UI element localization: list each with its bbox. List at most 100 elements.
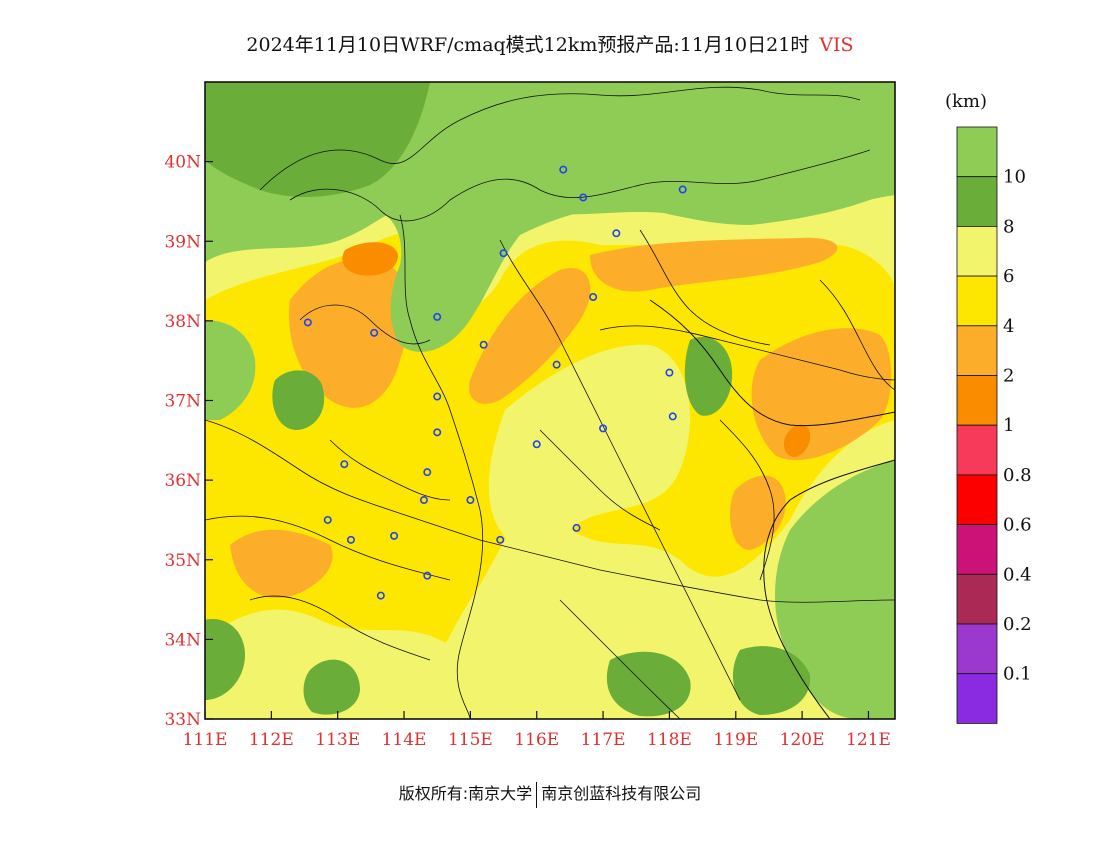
city-marker [589, 292, 598, 301]
x-tick-label: 113E [315, 730, 360, 750]
chart-title: 2024年11月10日WRF/cmaq模式12km预报产品:11月10日21时 V… [0, 30, 1100, 57]
x-tick-label: 116E [514, 730, 559, 750]
vis-gt10-southeast [775, 460, 895, 719]
colorbar-label: 8 [1003, 216, 1014, 237]
vis-2-4-hebei [469, 268, 591, 404]
vis-2-4-jiangsu [730, 475, 786, 550]
city-marker [433, 392, 442, 401]
colorbar-label: 0.8 [1003, 465, 1032, 486]
vis-1-2-shanxi [342, 242, 398, 276]
colorbar-swatch [956, 573, 998, 625]
colorbar-label: 6 [1003, 266, 1014, 287]
footer-divider [536, 781, 538, 808]
y-tick-label: 40N [164, 153, 201, 173]
vis-2-4-henan [230, 529, 333, 598]
colorbar-swatch [956, 524, 998, 575]
company-text: 南京创蓝科技有限公司 [541, 784, 702, 803]
city-marker [433, 312, 442, 321]
city-marker [323, 515, 332, 524]
vis-8-10-southwest [205, 619, 245, 700]
city-marker [303, 318, 312, 327]
x-tick-label: 121E [846, 730, 891, 750]
city-marker [479, 340, 488, 349]
colorbar-label: 0.6 [1003, 515, 1032, 536]
city-marker [559, 165, 568, 174]
city-marker [496, 535, 505, 544]
city-marker [572, 523, 581, 532]
city-markers [303, 165, 687, 600]
y-tick-label: 37N [164, 392, 201, 412]
y-tick-label: 35N [164, 551, 201, 571]
x-tick-label: 112E [249, 730, 294, 750]
colorbar-label: 0.4 [1003, 564, 1032, 585]
vis-8-10-east [684, 336, 733, 416]
city-marker [340, 460, 349, 469]
colorbar-swatch [956, 325, 998, 376]
colorbar: 10 8 6 4 2 1 0.8 0.6 0.4 0.2 0.1 [956, 126, 1032, 724]
city-marker [668, 412, 677, 421]
title-text: 2024年11月10日WRF/cmaq模式12km预报产品:11月10日21时 [246, 34, 810, 56]
y-tick-label: 38N [164, 312, 201, 332]
variable-label: VIS [819, 34, 854, 56]
city-marker [612, 229, 621, 238]
x-tick-label: 118E [647, 730, 692, 750]
city-marker [599, 424, 608, 433]
vis-2-4-shandong [751, 328, 892, 461]
visibility-field [205, 82, 895, 719]
copyright-text: 版权所有:南京大学 [398, 784, 533, 803]
y-tick-label: 36N [164, 471, 201, 491]
colorbar-swatch [956, 275, 998, 327]
x-tick-label: 117E [581, 730, 626, 750]
city-marker [346, 535, 355, 544]
city-marker [665, 368, 674, 377]
x-tick-label: 119E [713, 730, 758, 750]
y-tick-label: 34N [164, 630, 201, 650]
colorbar-label: 0.2 [1003, 614, 1032, 635]
vis-2-4-bohai [590, 237, 838, 292]
city-marker [466, 496, 475, 505]
x-tick-label: 120E [780, 730, 825, 750]
map-axes: 111E 112E 113E 114E 115E 116E 117E 118E 119E 120E… [164, 153, 890, 750]
vis-gt10-west [205, 320, 256, 420]
city-marker [423, 571, 432, 580]
city-marker [532, 440, 541, 449]
colorbar-unit: (km) [945, 91, 987, 112]
vis-8-10-south-a [303, 659, 360, 715]
y-tick-label: 33N [164, 710, 201, 730]
city-marker [419, 496, 428, 505]
city-marker [390, 531, 399, 540]
colorbar-label: 1 [1003, 415, 1014, 436]
city-marker [423, 468, 432, 477]
vis-6-8-plains [488, 344, 690, 553]
colorbar-swatch [956, 474, 998, 525]
vis-1-2-shandong [783, 424, 811, 457]
city-marker [433, 428, 442, 437]
x-tick-label: 115E [448, 730, 493, 750]
x-tick-label: 111E [183, 730, 228, 750]
city-marker [678, 185, 687, 194]
city-marker [552, 360, 561, 369]
colorbar-swatch [956, 126, 998, 178]
colorbar-label: 2 [1003, 366, 1014, 387]
vis-6-8-southwest [205, 609, 895, 719]
vis-2-4-shanxi [289, 258, 410, 408]
colorbar-label: 0.1 [1003, 664, 1032, 685]
city-marker [376, 591, 385, 600]
colorbar-label: 10 [1003, 167, 1026, 188]
colorbar-swatch [956, 424, 998, 476]
city-marker [370, 328, 379, 337]
colorbar-label: 4 [1003, 316, 1014, 337]
colorbar-swatch [956, 673, 998, 724]
coastline-east [763, 459, 895, 719]
y-tick-label: 39N [164, 232, 201, 252]
footer: 版权所有:南京大学 南京创蓝科技有限公司 [0, 780, 1100, 808]
colorbar-swatch [956, 176, 998, 227]
coastline [649, 299, 895, 427]
colorbar-swatch [956, 225, 998, 277]
x-tick-label: 114E [382, 730, 427, 750]
colorbar-swatch [956, 375, 998, 426]
vis-8-10-west [272, 370, 325, 430]
city-marker [499, 249, 508, 258]
colorbar-swatch [956, 623, 998, 675]
